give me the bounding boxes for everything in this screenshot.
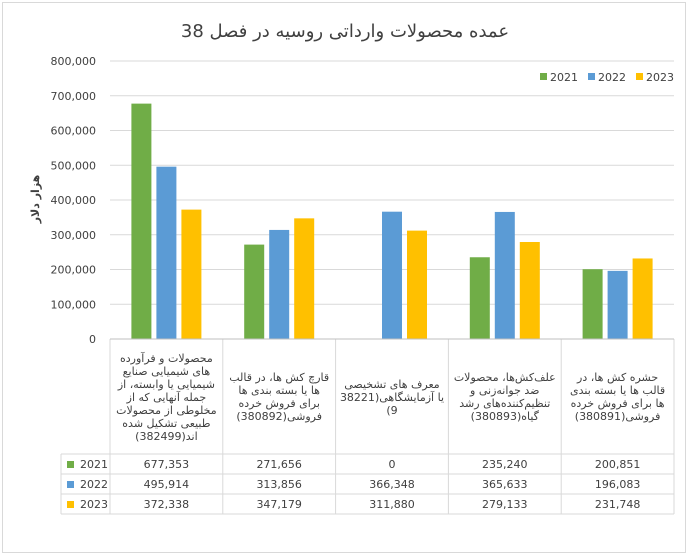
table-cell: 347,179 [256, 498, 302, 511]
table-series-name: 2023 [80, 498, 108, 511]
y-axis-label: هزار دلار [29, 175, 42, 225]
table-row-label: 2023 [67, 498, 108, 511]
bar-2021 [244, 244, 265, 339]
y-tick-label: 100,000 [51, 298, 97, 311]
legend-swatch-2022 [588, 73, 595, 80]
y-tick-label: 800,000 [51, 55, 97, 68]
table-cell: 0 [388, 458, 396, 471]
table-cell: 279,133 [482, 498, 528, 511]
bar-2023 [519, 242, 540, 339]
x-tick-label: معرف های تشخیصی یا آزمایشگاهی(38221 9) [339, 377, 445, 417]
x-tick-label: حشره کش ها، در قالب ها یا بسته بندی ها ب… [570, 371, 666, 423]
table-cell: 196,083 [594, 478, 641, 491]
legend-label: 2021 [550, 71, 578, 84]
bar-2021 [131, 103, 152, 339]
table-cell: 231,748 [594, 498, 641, 511]
table-cell: 311,880 [369, 498, 415, 511]
legend-swatch-2023 [636, 73, 643, 80]
bar-layer [131, 103, 653, 339]
bar-2022 [607, 270, 628, 339]
table-cell: 372,338 [143, 498, 190, 511]
table-cell: 200,851 [594, 458, 641, 471]
y-tick-label: 300,000 [51, 229, 97, 242]
table-cell: 271,656 [256, 458, 302, 471]
bar-2023 [632, 258, 653, 339]
table-legend-swatch [67, 461, 74, 468]
bar-2021 [469, 257, 490, 339]
data-table-lines [60, 338, 675, 515]
table-cell: 495,914 [143, 478, 190, 491]
table-cell: 235,240 [482, 458, 528, 471]
x-tick-label: قارچ کش ها، در قالب ها یا بسته بندی ها ب… [229, 371, 330, 423]
table-cell: 365,633 [482, 478, 528, 491]
table-row-label: 2021 [67, 458, 108, 471]
bar-2022 [494, 211, 515, 339]
table-legend-swatch [67, 501, 74, 508]
y-tick-label: 400,000 [51, 194, 97, 207]
bar-2022 [156, 166, 177, 339]
bar-2023 [181, 209, 202, 339]
table-cell: 366,348 [369, 478, 415, 491]
table-cell: 677,353 [143, 458, 190, 471]
table-series-name: 2021 [80, 458, 108, 471]
legend: 2021 2022 2023 [540, 71, 674, 84]
y-tick-label: 0 [89, 333, 96, 346]
table-legend-swatch [67, 481, 74, 488]
bar-2022 [382, 211, 402, 339]
grid-layer [110, 60, 674, 340]
bar-2022 [269, 229, 290, 339]
y-tick-label: 500,000 [51, 159, 97, 172]
legend-label: 2022 [598, 71, 626, 84]
chart-title: عمده محصولات وارداتی روسیه در فصل 38 [181, 21, 509, 42]
x-tick-label: محصولات و فرآورده های شیمیایی صنایع شیمی… [116, 351, 217, 443]
bar-2021 [582, 269, 603, 339]
y-tick-label: 700,000 [51, 90, 97, 103]
table-series-name: 2022 [80, 478, 108, 491]
table-cell: 313,856 [256, 478, 302, 491]
y-tick-label: 200,000 [51, 264, 97, 277]
bar-2023 [294, 218, 315, 339]
chart-svg: عمده محصولات وارداتی روسیه در فصل 38 هزا… [29, 21, 675, 515]
x-tick-label: علف‌کش‌ها، محصولات ضد جوانه‌زنی و تنظیم‌… [453, 371, 556, 423]
legend-label: 2023 [646, 71, 674, 84]
legend-swatch-2021 [540, 73, 547, 80]
bar-2023 [407, 230, 427, 339]
y-tick-label: 600,000 [51, 125, 97, 138]
y-tick-layer: 0 100,000 200,000 300,000 400,000 500,000 600,… [51, 55, 97, 346]
table-row-label: 2022 [67, 478, 108, 491]
